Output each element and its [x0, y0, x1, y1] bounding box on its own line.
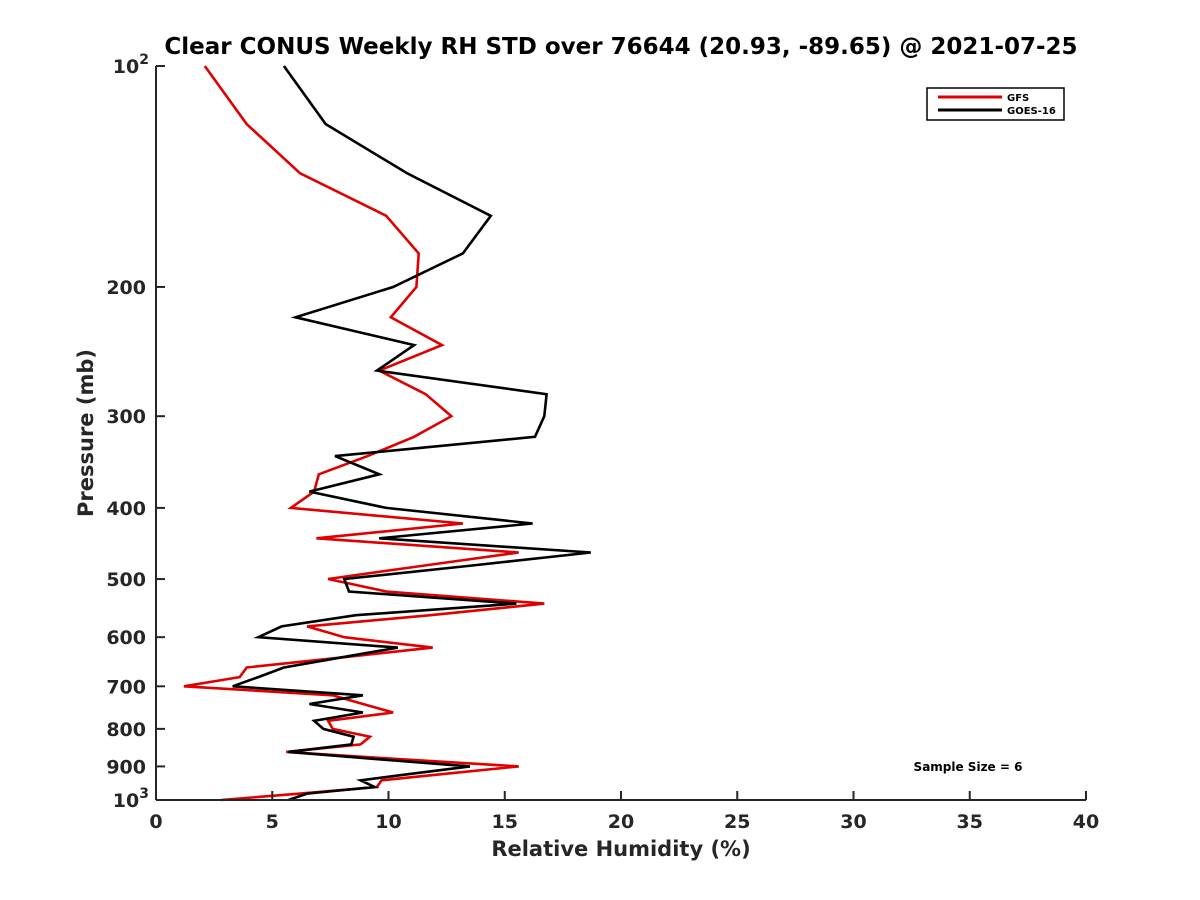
- x-tick-label: 40: [1073, 811, 1099, 833]
- chart-title: Clear CONUS Weekly RH STD over 76644 (20…: [164, 34, 1077, 60]
- y-tick-label: 300: [106, 406, 146, 428]
- series-line-gfs: [183, 65, 545, 802]
- sample-size-annotation: Sample Size = 6: [914, 760, 1023, 774]
- y-tick-label: 400: [106, 498, 146, 520]
- legend-label-goes16: GOES-16: [1007, 106, 1056, 117]
- y-tick-label: 900: [106, 756, 146, 778]
- x-tick-label: 25: [724, 811, 750, 833]
- series-layer: [183, 65, 591, 802]
- y-axis-ticks: 102 200 300 400 500 600 700 800 900 103: [106, 52, 165, 812]
- legend-label-gfs: GFS: [1007, 93, 1029, 104]
- x-tick-label: 0: [149, 811, 162, 833]
- x-tick-label: 5: [266, 811, 279, 833]
- x-axis-ticks: 0 5 10 15 20 25 30 35 40: [149, 791, 1099, 833]
- x-tick-label: 10: [375, 811, 401, 833]
- x-tick-label: 35: [957, 811, 983, 833]
- x-tick-label: 30: [840, 811, 866, 833]
- y-tick-label: 700: [106, 676, 146, 698]
- y-axis-label: Pressure (mb): [74, 349, 98, 517]
- y-tick-label: 103: [113, 786, 149, 812]
- y-tick-label: 200: [106, 277, 146, 299]
- legend: GFS GOES-16: [926, 87, 1065, 121]
- y-tick-label: 800: [106, 719, 146, 741]
- y-tick-label: 600: [106, 627, 146, 649]
- x-tick-label: 20: [608, 811, 634, 833]
- x-tick-label: 15: [492, 811, 518, 833]
- x-axis-label: Relative Humidity (%): [491, 837, 750, 861]
- legend-box: [926, 87, 1065, 121]
- y-tick-label: 500: [106, 569, 146, 591]
- y-tick-label: 102: [113, 52, 149, 78]
- series-line-goes16: [232, 65, 591, 802]
